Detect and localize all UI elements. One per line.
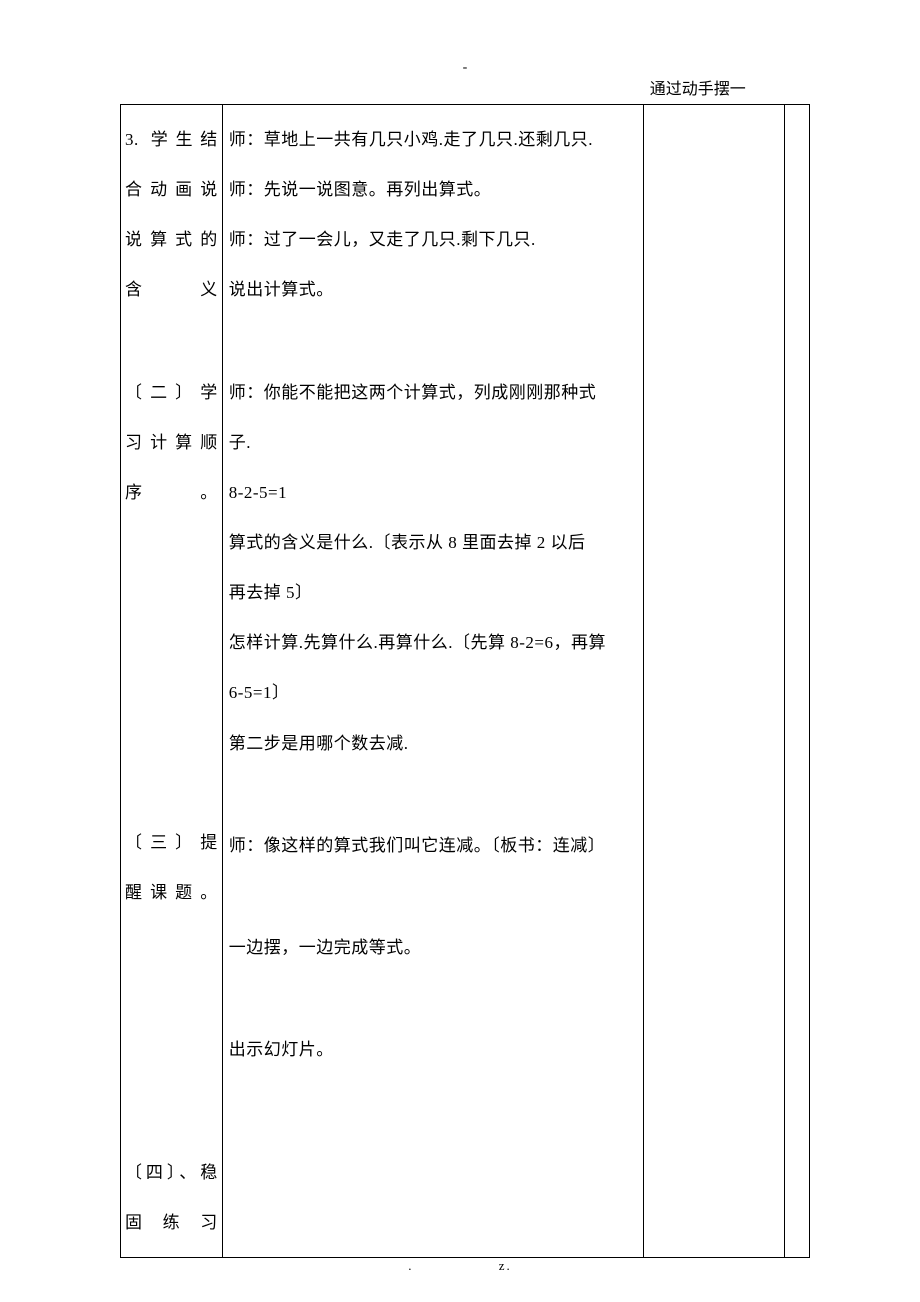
content-line: 师：你能不能把这两个计算式，列成刚刚那种式	[229, 368, 637, 418]
step-text: 醒课题。	[125, 868, 218, 918]
step-text: 合动画说	[125, 165, 218, 215]
table-col-empty	[784, 105, 809, 1258]
step-text: 固练习	[125, 1198, 218, 1248]
content-line: 8-2-5=1	[229, 468, 637, 518]
content-line: 算式的含义是什么.〔表示从 8 里面去掉 2 以后	[229, 518, 637, 568]
content-line: 再去掉 5〕	[229, 568, 637, 618]
lesson-table: 3. 学生结 合动画说 说算式的 含义 〔二〕学 习计算顺 序。 〔三〕提 醒课…	[120, 104, 810, 1258]
content-line: 第二步是用哪个数去减.	[229, 719, 637, 769]
step-text: 〔四〕、稳	[125, 1148, 218, 1198]
content-line: 出示幻灯片。	[229, 1025, 637, 1075]
content-line: 师：过了一会儿，又走了几只.剩下几只.	[229, 215, 637, 265]
content-line: 子.	[229, 418, 637, 468]
content-line: 怎样计算.先算什么.再算什么.〔先算 8-2=6，再算	[229, 618, 637, 668]
footer-dot: .	[408, 1258, 413, 1273]
content-line: 师：像这样的算式我们叫它连减。〔板书：连减〕	[229, 821, 637, 871]
step-text: 含义	[125, 265, 218, 315]
step-text: 〔二〕学	[125, 368, 218, 418]
content-line: 说出计算式。	[229, 265, 637, 315]
note-text: 通过动手摆一	[650, 75, 778, 99]
table-col-notes: 通过动手摆一	[643, 105, 784, 1258]
table-col-steps: 3. 学生结 合动画说 说算式的 含义 〔二〕学 习计算顺 序。 〔三〕提 醒课…	[121, 105, 223, 1258]
step-text: 习计算顺	[125, 418, 218, 468]
document-page: - 3. 学生结 合动画说 说算式的 含义 〔二〕学 习计算顺 序。	[0, 0, 920, 1302]
step-text: 3. 学生结	[125, 115, 218, 165]
step-text: 说算式的	[125, 215, 218, 265]
table-col-content: 师：草地上一共有几只小鸡.走了几只.还剩几只. 师：先说一说图意。再列出算式。 …	[222, 105, 643, 1258]
content-line: 师：先说一说图意。再列出算式。	[229, 165, 637, 215]
content-line: 师：草地上一共有几只小鸡.走了几只.还剩几只.	[229, 115, 637, 165]
content-line: 6-5=1〕	[229, 668, 637, 718]
page-footer: . z.	[0, 1258, 920, 1274]
header-dash: -	[120, 60, 810, 76]
content-line: 一边摆，一边完成等式。	[229, 923, 637, 973]
step-text: 序。	[125, 468, 218, 518]
step-text: 〔三〕提	[125, 818, 218, 868]
footer-z: z.	[499, 1258, 512, 1273]
